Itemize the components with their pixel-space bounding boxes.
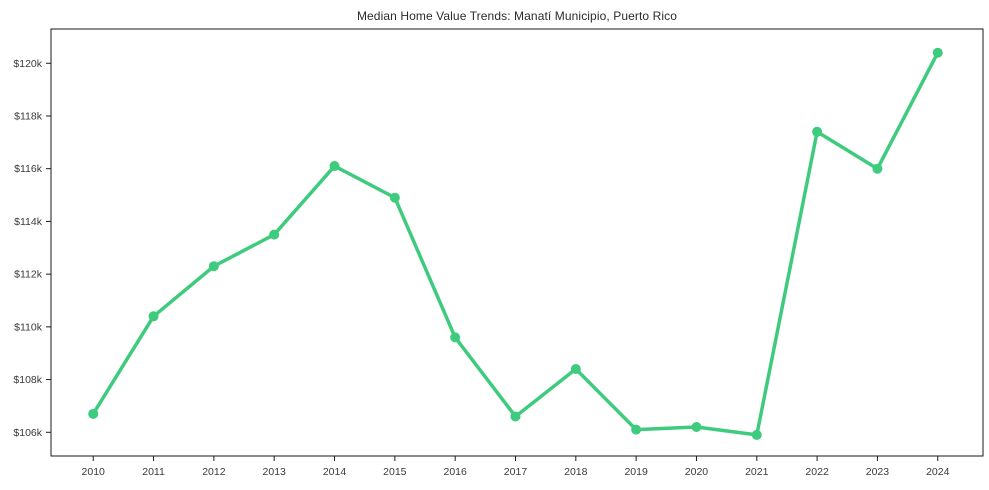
y-tick-label: $110k (14, 321, 43, 333)
data-point-2011 (148, 311, 159, 322)
y-tick-label: $114k (14, 216, 43, 228)
x-tick-label: 2010 (82, 466, 106, 478)
data-point-2013 (269, 229, 280, 240)
x-tick-label: 2021 (745, 466, 769, 478)
data-point-2024 (932, 47, 943, 58)
data-point-2021 (751, 429, 762, 440)
plot-border (50, 28, 984, 457)
y-tick-label: $108k (13, 374, 42, 386)
x-tick-label: 2023 (866, 466, 890, 478)
y-tick-label: $116k (14, 163, 43, 175)
x-tick-label: 2020 (685, 466, 709, 478)
trend-line (91, 50, 940, 437)
y-tick-label: $120k (13, 58, 42, 70)
x-tick-label: 2012 (202, 466, 226, 478)
data-point-2015 (389, 192, 400, 203)
data-point-2023 (872, 163, 883, 174)
x-tick-label: 2015 (383, 466, 407, 478)
chart-title: Median Home Value Trends: Manatí Municip… (356, 9, 678, 23)
data-point-2016 (450, 332, 461, 343)
data-point-2014 (329, 161, 340, 172)
data-point-2017 (510, 411, 521, 422)
x-tick-label: 2022 (805, 466, 829, 478)
x-tick-label: 2014 (323, 466, 347, 478)
x-tick-label: 2019 (624, 466, 648, 478)
y-tick-label: $118k (14, 110, 43, 122)
data-point-2019 (631, 424, 642, 435)
data-point-2010 (88, 408, 99, 419)
y-tick-label: $112k (14, 269, 43, 281)
x-tick-label: 2017 (504, 466, 528, 478)
x-tick-label: 2024 (926, 466, 950, 478)
data-point-2012 (208, 261, 219, 272)
x-tick-label: 2011 (142, 466, 165, 478)
x-tick-label: 2018 (564, 466, 588, 478)
data-point-2018 (570, 364, 581, 375)
x-tick-label: 2013 (263, 466, 287, 478)
x-tick-label: 2016 (443, 466, 467, 478)
data-point-2022 (812, 126, 823, 137)
y-tick-label: $106k (13, 427, 42, 439)
data-point-2020 (691, 422, 702, 433)
